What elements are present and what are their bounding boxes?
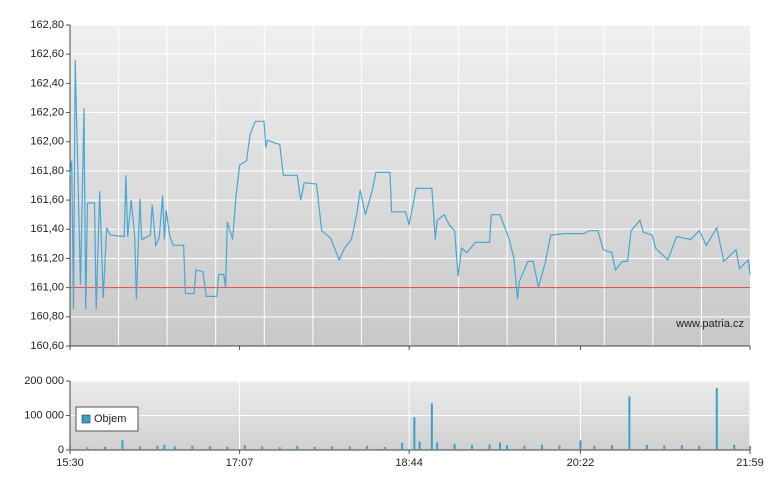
volume-bar [208,446,211,450]
y-tick-label: 100 000 [24,409,64,421]
volume-bar [173,446,176,450]
y-tick-label: 161,20 [30,252,64,264]
legend-swatch [81,414,91,424]
volume-bar [506,445,509,450]
volume-bar [261,446,264,450]
volume-bar [558,445,561,450]
x-tick-label: 18:44 [395,457,423,469]
volume-bar [418,441,421,450]
volume-bar [436,442,439,450]
y-tick-label: 162,00 [30,136,64,148]
volume-bar [69,445,71,450]
volume-bar [383,446,386,450]
volume-bar [366,445,369,450]
volume-bar [645,444,648,450]
volume-bar [243,445,246,450]
volume-bar [401,443,404,450]
y-tick-label: 161,60 [30,194,64,206]
volume-bar [680,445,683,450]
volume-bar [156,445,159,450]
volume-bar [749,445,751,450]
y-tick-label: 162,60 [30,48,64,60]
y-tick-label: 162,40 [30,77,64,89]
price-line [69,59,751,310]
volume-bar [488,444,491,450]
legend-label: Objem [94,413,126,425]
volume-bar [610,445,613,450]
volume-bar [471,444,474,450]
volume-bar [348,446,351,450]
volume-bar [579,440,582,450]
y-tick-label: 160,60 [30,340,64,352]
volume-bar [103,446,106,450]
volume-bar [163,444,166,450]
x-tick-label: 21:59 [736,457,764,469]
volume-bar [453,443,456,450]
volume-bar [313,446,316,450]
watermark: www.patria.cz [675,318,744,330]
y-tick-label: 162,80 [30,19,64,31]
volume-bar [278,447,281,450]
volume-bar [698,445,701,450]
volume-bar [296,445,299,450]
volume-bar [430,403,433,450]
volume-bar [593,445,596,450]
volume-bar [499,442,502,450]
y-tick-label: 0 [58,444,64,456]
volume-bar [413,417,416,450]
x-tick-label: 17:07 [226,457,254,469]
volume-bar [121,440,124,450]
volume-bar [733,444,736,450]
volume-bar [138,446,141,450]
y-tick-label: 161,80 [30,165,64,177]
volume-bar [663,445,666,450]
volume-bar [86,447,89,450]
volume-bar [540,444,543,450]
vertical-grid [118,25,702,346]
y-tick-label: 200 000 [24,375,64,387]
volume-bar [331,446,334,450]
y-tick-label: 162,20 [30,106,64,118]
volume-bar [628,396,631,450]
x-tick-label: 20:22 [567,457,595,469]
y-tick-label: 160,80 [30,311,64,323]
volume-bar [226,446,229,450]
volume-bar [191,445,194,450]
x-tick-label: 15:30 [56,457,84,469]
y-tick-label: 161,40 [30,223,64,235]
y-tick-label: 161,00 [30,282,64,294]
volume-bar [715,387,718,450]
volume-bar [523,445,526,450]
